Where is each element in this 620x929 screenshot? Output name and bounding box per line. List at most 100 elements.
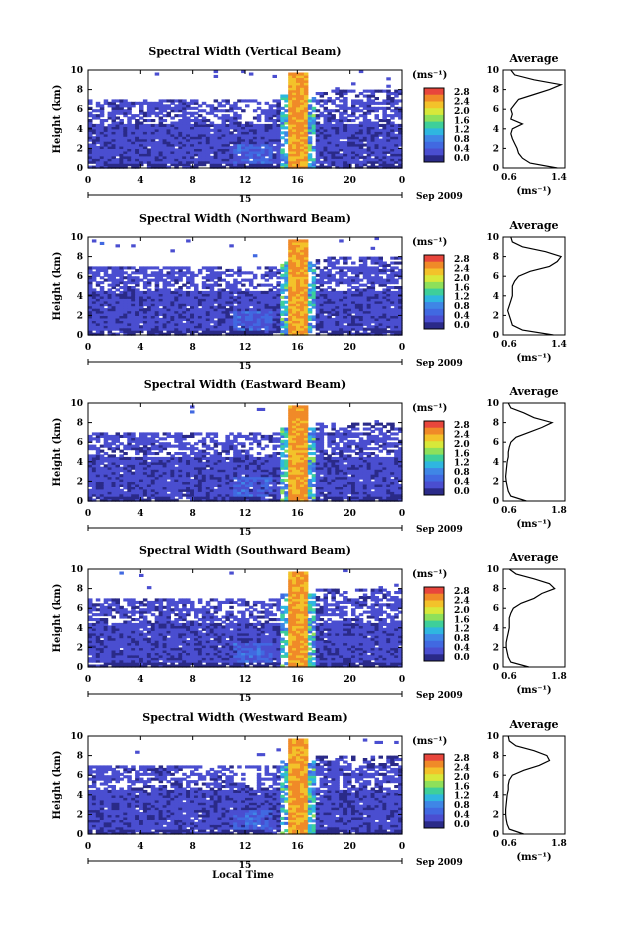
heatmap-cell xyxy=(158,126,164,130)
heatmap-cell xyxy=(335,141,340,145)
heatmap-cell xyxy=(162,325,168,329)
heatmap-cell xyxy=(323,305,328,309)
heatmap-cell xyxy=(276,283,281,287)
heatmap-cell xyxy=(146,111,152,115)
heatmap-cell xyxy=(307,325,313,329)
heatmap-cell xyxy=(382,310,387,314)
heatmap-cell xyxy=(178,143,183,147)
heatmap-cell xyxy=(166,126,171,130)
heatmap-cell xyxy=(343,271,348,275)
heatmap-cell xyxy=(217,136,222,140)
heatmap-cell xyxy=(382,308,387,312)
heatmap-cell xyxy=(292,153,297,157)
heatmap-cell xyxy=(335,143,340,147)
heatmap-cell xyxy=(366,266,372,270)
heatmap-cell xyxy=(319,300,325,304)
x-tick-label: 12 xyxy=(239,176,252,186)
heatmap-cell xyxy=(209,163,215,167)
heatmap-cell xyxy=(284,320,289,324)
heatmap-cell xyxy=(303,150,309,154)
heatmap-cell xyxy=(229,305,234,309)
heatmap-cell xyxy=(248,330,254,334)
heatmap-cell xyxy=(154,104,160,108)
heatmap-cell xyxy=(91,437,97,441)
heatmap-cell xyxy=(335,278,340,282)
heatmap-cell xyxy=(241,109,246,113)
heatmap-cell xyxy=(264,123,270,127)
heatmap-cell xyxy=(162,106,168,110)
heatmap-cell xyxy=(205,273,211,277)
heatmap-cell xyxy=(107,293,113,297)
heatmap-cell xyxy=(292,136,297,140)
heatmap-cell xyxy=(205,459,211,463)
heatmap-cell xyxy=(292,141,297,145)
heatmap-cell xyxy=(213,141,219,145)
heatmap-cell xyxy=(119,150,124,154)
heatmap-cell xyxy=(300,141,305,145)
heatmap-cell xyxy=(135,330,140,334)
heatmap-cell xyxy=(213,276,219,280)
heatmap-cell xyxy=(91,160,97,164)
heatmap-cell xyxy=(315,145,321,149)
average-y-tick-label: 8 xyxy=(493,86,499,96)
heatmap-cell xyxy=(95,478,101,482)
heatmap-cell xyxy=(280,94,285,98)
heatmap-cell xyxy=(123,432,128,436)
heatmap-cell xyxy=(252,143,258,147)
heatmap-cell xyxy=(99,241,105,245)
heatmap-cell xyxy=(111,133,116,137)
heatmap-cell xyxy=(142,141,148,145)
heatmap-cell xyxy=(154,141,160,145)
heatmap-cell xyxy=(252,320,258,324)
heatmap-cell xyxy=(158,138,164,142)
heatmap-cell xyxy=(331,310,336,314)
heatmap-cell xyxy=(296,116,301,120)
heatmap-cell xyxy=(197,308,203,312)
heatmap-cell xyxy=(139,439,144,443)
heatmap-cell xyxy=(221,104,226,108)
heatmap-cell xyxy=(296,281,301,285)
heatmap-cell xyxy=(111,160,116,164)
heatmap-cell xyxy=(358,305,364,309)
heatmap-cell xyxy=(142,295,148,299)
heatmap-cell xyxy=(182,163,187,167)
heatmap-cell xyxy=(233,308,238,312)
heatmap-cell xyxy=(154,305,160,309)
heatmap-cell xyxy=(296,136,301,140)
heatmap-cell xyxy=(225,469,230,473)
heatmap-cell xyxy=(111,278,116,282)
heatmap-cell xyxy=(99,308,105,312)
heatmap-cell xyxy=(307,158,313,162)
heatmap-cell xyxy=(139,481,144,485)
heatmap-cell xyxy=(339,160,344,164)
heatmap-cell xyxy=(366,145,372,149)
heatmap-cell xyxy=(158,444,164,448)
heatmap-cell xyxy=(221,141,226,145)
heatmap-cell xyxy=(335,133,340,137)
heatmap-cell xyxy=(88,447,93,451)
heatmap-cell xyxy=(194,131,199,135)
heatmap-cell xyxy=(111,273,116,277)
heatmap-cell xyxy=(272,312,277,316)
heatmap-cell xyxy=(374,97,379,101)
heatmap-cell xyxy=(366,325,372,329)
heatmap-cell xyxy=(378,138,383,142)
heatmap-cell xyxy=(252,165,258,169)
heatmap-cell xyxy=(103,126,109,130)
heatmap-cell xyxy=(139,101,144,105)
heatmap-cell xyxy=(150,126,156,130)
heatmap-cell xyxy=(307,111,313,115)
heatmap-cell xyxy=(390,145,395,149)
heatmap-cell xyxy=(91,138,97,142)
heatmap-cell xyxy=(358,150,364,154)
heatmap-cell xyxy=(209,325,215,329)
heatmap-cell xyxy=(296,298,301,302)
heatmap-cell xyxy=(205,305,211,309)
heatmap-cell xyxy=(135,312,140,316)
heatmap-cell xyxy=(292,327,297,331)
heatmap-cell xyxy=(217,138,222,142)
heatmap-cell xyxy=(162,317,168,321)
heatmap-cell xyxy=(142,464,148,468)
heatmap-cell xyxy=(178,290,183,294)
heatmap-cell xyxy=(221,491,226,495)
